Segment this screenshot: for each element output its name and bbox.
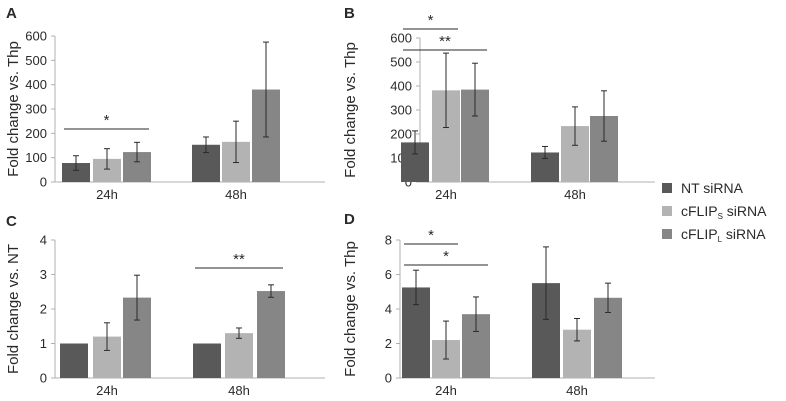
legend-label: NT siRNA [681,180,744,196]
significance-label: * [104,112,110,129]
significance-label: * [428,12,434,29]
y-tick-label: 0 [40,175,47,190]
y-tick-label: 200 [25,126,47,141]
y-tick-label: 600 [390,31,412,46]
y-tick-label: 2 [40,302,47,317]
y-axis-label: Fold change vs. Thp [5,41,22,177]
y-tick-label: 0 [385,371,392,386]
x-category-label: 48h [228,383,250,398]
y-tick-label: 1 [40,336,47,351]
significance-label: * [443,248,449,265]
panel-letter: B [344,5,355,22]
y-tick-label: 0 [40,371,47,386]
panel-letter: D [344,211,355,228]
y-tick-label: 2 [385,336,392,351]
y-tick-label: 300 [25,102,47,117]
significance-label: * [428,227,434,244]
x-category-label: 48h [225,187,247,202]
y-tick-label: 500 [25,53,47,68]
bar [257,291,285,378]
panel-letter: A [6,5,17,22]
y-tick-label: 4 [40,233,47,248]
legend-item: NT siRNA [662,180,744,196]
x-category-label: 24h [435,187,457,202]
bar [193,343,221,378]
legend-label: cFLIPS siRNA [681,203,767,221]
panel-d: D Fold change vs. Thp 0 2 4 6 8 24h 48h * * [342,211,655,398]
bar [225,333,253,378]
panel-a: A Fold change vs. Thp 0 100 200 300 400 500 600 2… [5,5,325,202]
legend-item: cFLIPL siRNA [662,226,766,244]
legend-label: cFLIPL siRNA [681,226,766,244]
legend-swatch [662,229,672,239]
y-tick-label: 8 [385,233,392,248]
y-tick-label: 300 [390,103,412,118]
y-axis-label: Fold change vs. Thp [342,241,359,377]
y-tick-label: 100 [25,150,47,165]
x-category-label: 48h [566,383,588,398]
legend-swatch [662,183,672,193]
bar [62,163,90,182]
legend: NT siRNA cFLIPS siRNA cFLIPL siRNA [662,180,767,244]
significance-label: ** [233,251,245,268]
legend-swatch [662,206,672,216]
significance-label: ** [439,33,451,50]
x-category-label: 24h [96,383,118,398]
x-category-label: 24h [435,383,457,398]
x-category-label: 24h [96,187,118,202]
y-axis-label: Fold change vs. Thp [342,42,359,178]
panel-c: C Fold change vs. NT 0 1 2 3 4 24h 48h ** [5,213,325,398]
bar [60,343,88,378]
y-tick-label: 3 [40,267,47,282]
y-tick-label: 500 [390,55,412,70]
y-tick-label: 4 [385,302,392,317]
x-category-label: 48h [564,187,586,202]
legend-item: cFLIPS siRNA [662,203,767,221]
panel-letter: C [6,213,17,230]
y-tick-label: 400 [25,77,47,92]
y-tick-label: 200 [390,127,412,142]
y-tick-label: 600 [25,29,47,44]
y-tick-label: 6 [385,267,392,282]
bar [93,158,121,182]
y-axis-label: Fold change vs. NT [5,244,22,374]
y-tick-label: 400 [390,79,412,94]
